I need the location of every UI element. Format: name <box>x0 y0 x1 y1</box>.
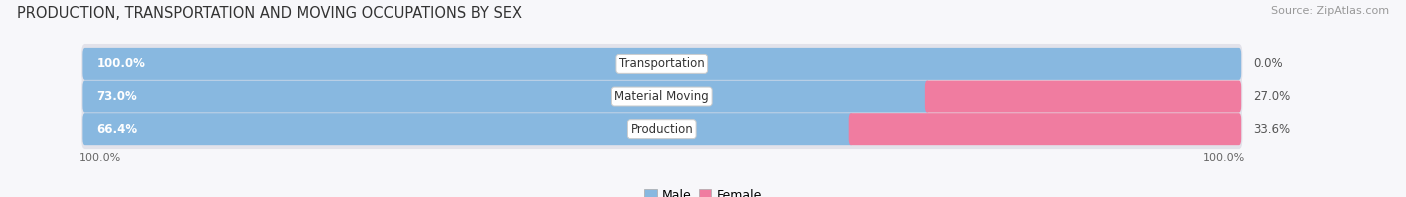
FancyBboxPatch shape <box>83 81 929 112</box>
FancyBboxPatch shape <box>849 113 1241 145</box>
FancyBboxPatch shape <box>83 113 853 145</box>
Text: 100.0%: 100.0% <box>97 57 145 70</box>
FancyBboxPatch shape <box>83 48 1241 80</box>
Text: 100.0%: 100.0% <box>79 153 121 163</box>
Text: 66.4%: 66.4% <box>97 123 138 136</box>
Text: 0.0%: 0.0% <box>1253 57 1282 70</box>
Legend: Male, Female: Male, Female <box>640 184 766 197</box>
FancyBboxPatch shape <box>925 81 1241 112</box>
Text: PRODUCTION, TRANSPORTATION AND MOVING OCCUPATIONS BY SEX: PRODUCTION, TRANSPORTATION AND MOVING OC… <box>17 6 522 21</box>
Text: Production: Production <box>630 123 693 136</box>
Text: Material Moving: Material Moving <box>614 90 709 103</box>
Text: 33.6%: 33.6% <box>1253 123 1291 136</box>
FancyBboxPatch shape <box>82 77 1243 116</box>
Text: 100.0%: 100.0% <box>1202 153 1244 163</box>
Text: Transportation: Transportation <box>619 57 704 70</box>
FancyBboxPatch shape <box>82 44 1243 84</box>
Text: 27.0%: 27.0% <box>1253 90 1291 103</box>
FancyBboxPatch shape <box>82 109 1243 149</box>
Text: Source: ZipAtlas.com: Source: ZipAtlas.com <box>1271 6 1389 16</box>
Text: 73.0%: 73.0% <box>97 90 138 103</box>
